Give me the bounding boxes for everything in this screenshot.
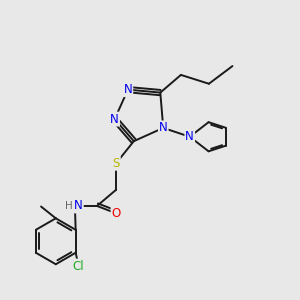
Text: H: H <box>64 201 72 211</box>
Text: N: N <box>74 200 83 212</box>
Text: N: N <box>124 83 132 96</box>
Text: Cl: Cl <box>73 260 84 272</box>
Text: N: N <box>185 130 194 143</box>
Text: N: N <box>159 122 168 134</box>
Text: O: O <box>112 207 121 220</box>
Text: S: S <box>112 157 120 170</box>
Text: N: N <box>110 112 119 126</box>
